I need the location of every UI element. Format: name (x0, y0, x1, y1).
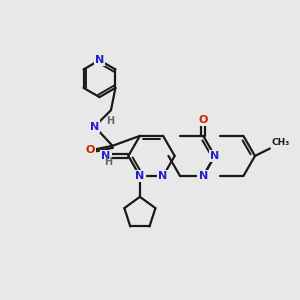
Text: O: O (199, 115, 208, 124)
Text: H: H (106, 116, 114, 126)
Text: O: O (85, 145, 95, 155)
Text: N: N (158, 171, 168, 181)
Text: N: N (95, 55, 104, 65)
Text: H: H (103, 158, 112, 167)
Text: N: N (101, 151, 111, 161)
Text: CH₃: CH₃ (271, 138, 290, 147)
Text: N: N (210, 151, 219, 161)
Text: N: N (199, 171, 208, 181)
Text: N: N (135, 171, 145, 181)
Text: N: N (90, 122, 99, 131)
